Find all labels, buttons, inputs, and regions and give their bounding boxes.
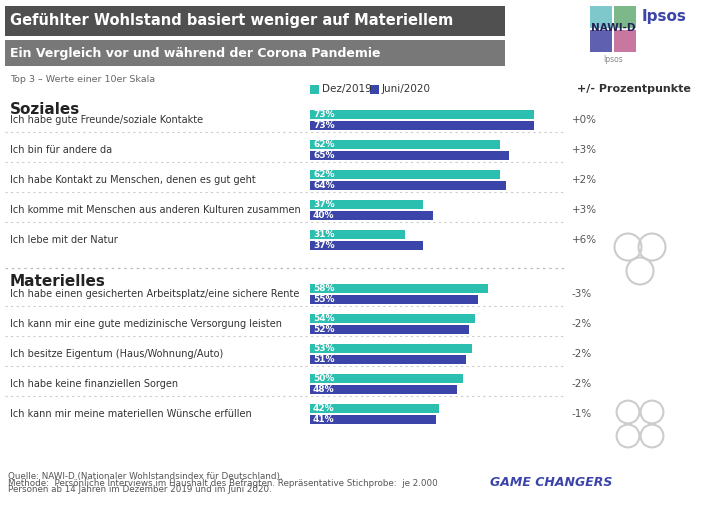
Text: 73%: 73% [313,110,334,119]
FancyBboxPatch shape [5,40,505,66]
Text: Soziales: Soziales [10,102,80,117]
Text: +6%: +6% [572,235,597,245]
Text: 64%: 64% [313,181,334,190]
FancyBboxPatch shape [310,181,506,190]
Text: Ich kann mir eine gute medizinische Versorgung leisten: Ich kann mir eine gute medizinische Vers… [10,319,282,329]
FancyBboxPatch shape [310,230,405,239]
Text: Ich komme mit Menschen aus anderen Kulturen zusammen: Ich komme mit Menschen aus anderen Kultu… [10,205,301,215]
FancyBboxPatch shape [310,170,500,179]
Text: Personen ab 14 Jahren im Dezember 2019 und im Juni 2020.: Personen ab 14 Jahren im Dezember 2019 u… [8,486,272,495]
FancyBboxPatch shape [310,374,463,383]
Text: Top 3 – Werte einer 10er Skala: Top 3 – Werte einer 10er Skala [10,75,155,84]
Text: 65%: 65% [313,151,334,160]
Text: 51%: 51% [313,355,334,364]
Text: 40%: 40% [313,211,334,220]
FancyBboxPatch shape [310,385,457,394]
Text: Ich habe gute Freunde/soziale Kontakte: Ich habe gute Freunde/soziale Kontakte [10,115,203,125]
Text: 73%: 73% [313,121,334,130]
FancyBboxPatch shape [5,6,505,36]
Text: -1%: -1% [572,409,592,419]
Text: -3%: -3% [572,289,592,299]
Text: Juni/2020: Juni/2020 [382,84,431,94]
Text: 54%: 54% [313,314,334,323]
Text: Ich lebe mit der Natur: Ich lebe mit der Natur [10,235,118,245]
FancyBboxPatch shape [310,284,488,293]
Text: Ich kann mir meine materiellen Wünsche erfüllen: Ich kann mir meine materiellen Wünsche e… [10,409,252,419]
FancyBboxPatch shape [310,121,533,130]
Text: +0%: +0% [572,115,597,125]
Text: Ich habe Kontakt zu Menschen, denen es gut geht: Ich habe Kontakt zu Menschen, denen es g… [10,175,256,185]
Text: 58%: 58% [313,284,334,293]
Text: Materielles: Materielles [10,274,106,289]
FancyBboxPatch shape [310,110,533,119]
FancyBboxPatch shape [590,6,612,28]
FancyBboxPatch shape [614,30,636,52]
Text: Dez/2019: Dez/2019 [322,84,372,94]
Text: 53%: 53% [313,344,334,353]
Text: -2%: -2% [572,379,592,389]
Text: 62%: 62% [313,140,334,149]
Text: Ich habe einen gesicherten Arbeitsplatz/eine sichere Rente: Ich habe einen gesicherten Arbeitsplatz/… [10,289,300,299]
Text: Ipsos: Ipsos [603,54,623,63]
Text: 37%: 37% [313,200,334,209]
Text: -2%: -2% [572,319,592,329]
Text: +/- Prozentpunkte: +/- Prozentpunkte [577,84,691,94]
FancyBboxPatch shape [310,211,432,220]
Text: 37%: 37% [313,241,334,250]
Text: NAWI-D: NAWI-D [591,23,635,33]
FancyBboxPatch shape [370,85,379,94]
Text: Ich habe keine finanziellen Sorgen: Ich habe keine finanziellen Sorgen [10,379,178,389]
Text: 62%: 62% [313,170,334,179]
Text: 42%: 42% [313,404,334,413]
Text: Ein Vergleich vor und während der Corona Pandemie: Ein Vergleich vor und während der Corona… [10,46,381,60]
Text: +2%: +2% [572,175,597,185]
FancyBboxPatch shape [310,344,472,353]
FancyBboxPatch shape [310,325,469,334]
FancyBboxPatch shape [310,200,423,209]
FancyBboxPatch shape [310,295,479,304]
Text: Ich bin für andere da: Ich bin für andere da [10,145,112,155]
Text: 50%: 50% [313,374,334,383]
Text: Gefühlter Wohlstand basiert weniger auf Materiellem: Gefühlter Wohlstand basiert weniger auf … [10,13,453,29]
Text: 52%: 52% [313,325,334,334]
Text: Ich besitze Eigentum (Haus/Wohnung/Auto): Ich besitze Eigentum (Haus/Wohnung/Auto) [10,349,223,359]
FancyBboxPatch shape [614,6,636,28]
FancyBboxPatch shape [310,355,466,364]
Text: Ipsos: Ipsos [642,10,687,24]
Text: GAME CHANGERS: GAME CHANGERS [490,477,612,489]
FancyBboxPatch shape [310,151,509,160]
Text: Methode:  Persönliche Interviews im Haushalt des Befragten. Repräsentative Stich: Methode: Persönliche Interviews im Haush… [8,478,438,487]
FancyBboxPatch shape [310,241,423,250]
FancyBboxPatch shape [590,30,612,52]
FancyBboxPatch shape [310,404,439,413]
Text: Quelle: NAWI-D (Nationaler Wohlstandsindex für Deutschland).: Quelle: NAWI-D (Nationaler Wohlstandsind… [8,471,283,480]
FancyBboxPatch shape [310,314,476,323]
Text: 48%: 48% [313,385,334,394]
Text: +3%: +3% [572,145,597,155]
Text: 41%: 41% [313,415,334,424]
FancyBboxPatch shape [310,140,500,149]
FancyBboxPatch shape [310,85,319,94]
FancyBboxPatch shape [310,415,435,424]
Text: -2%: -2% [572,349,592,359]
Text: 31%: 31% [313,230,334,239]
Text: 55%: 55% [313,295,334,304]
Text: +3%: +3% [572,205,597,215]
